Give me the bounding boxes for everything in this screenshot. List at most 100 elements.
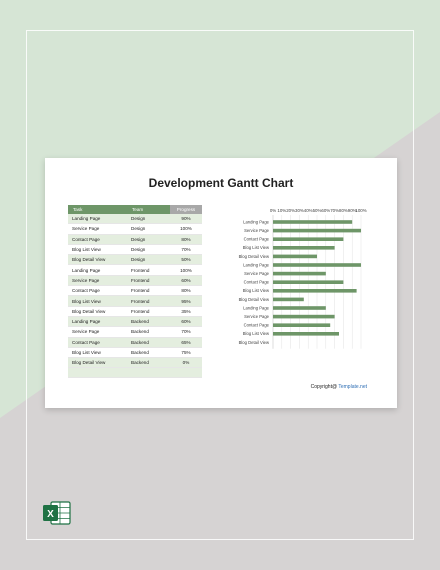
progress-bar: [273, 297, 304, 302]
progress-bar: [273, 306, 326, 310]
cell-task: Contact Page: [68, 285, 127, 297]
cell-progress: 90%: [170, 214, 202, 225]
cell-progress: 0%: [170, 357, 202, 369]
table-row: Blog Detail View Frontend 35%: [68, 306, 202, 317]
x-tick-label: 10%: [277, 208, 286, 213]
cell-task: Blog Detail View: [68, 306, 127, 317]
table-row: Contact Page Backend 65%: [68, 337, 202, 348]
cell-progress: 75%: [170, 347, 202, 359]
cell-progress: 70%: [170, 244, 202, 256]
cell-team: Frontend: [127, 275, 170, 287]
table-row: Blog Detail View Backend 0%: [68, 357, 202, 369]
x-tick-label: 80%: [339, 208, 348, 213]
y-category-label: Blog List View: [243, 288, 270, 293]
y-category-label: Blog List View: [243, 331, 270, 336]
progress-bar: [273, 314, 335, 319]
cell-team: Frontend: [127, 295, 170, 307]
progress-bar: [273, 323, 331, 327]
y-category-label: Landing Page: [243, 305, 270, 310]
cell-task: Blog List View: [68, 347, 127, 359]
progress-bar: [273, 228, 361, 233]
header-team: Team: [127, 205, 170, 214]
cell-team: Design: [127, 254, 170, 266]
cell-task: Landing Page: [68, 264, 127, 276]
spreadsheet-preview: Development Gantt Chart Task Team Progre…: [45, 158, 397, 408]
y-category-label: Contact Page: [244, 280, 270, 285]
progress-bar: [273, 220, 353, 224]
cell-progress: 100%: [170, 264, 202, 276]
cell-progress: 80%: [170, 285, 202, 297]
cell-progress: 60%: [170, 275, 202, 287]
cell-task: Service Page: [68, 275, 127, 287]
copyright-footer: Copyright@ Template.net: [311, 384, 367, 390]
table-row: Service Page Backend 70%: [68, 326, 202, 338]
cell-progress: 80%: [170, 234, 202, 245]
cell-task: Service Page: [68, 223, 127, 235]
progress-bar: [273, 254, 317, 259]
cell-team: Frontend: [127, 306, 170, 317]
table-row-empty: [68, 367, 202, 379]
cell-task: Service Page: [68, 326, 127, 338]
cell-team: Backend: [127, 316, 170, 328]
excel-badge: [43, 505, 58, 521]
x-tick-label: 70%: [330, 208, 339, 213]
cell-team: Backend: [127, 337, 170, 348]
y-category-label: Blog List View: [243, 245, 270, 250]
progress-bar: [273, 237, 344, 241]
cell-team: Frontend: [127, 285, 170, 297]
y-category-label: Blog Detail View: [239, 297, 270, 302]
x-tick-label: 20%: [286, 208, 295, 213]
cell-team: Design: [127, 214, 170, 225]
table-row: Landing Page Frontend 100%: [68, 264, 202, 276]
table-row: Blog List View Backend 75%: [68, 347, 202, 359]
cell-task: Blog List View: [68, 295, 127, 307]
y-category-label: Service Page: [244, 271, 270, 276]
cell-team: Design: [127, 234, 170, 245]
cell-team: Frontend: [127, 264, 170, 276]
table-header-row: Task Team Progress: [68, 205, 202, 214]
cell-task: Blog List View: [68, 244, 127, 256]
y-category-label: Service Page: [244, 228, 270, 233]
x-tick-label: 50%: [313, 208, 322, 213]
cell-team: Design: [127, 223, 170, 235]
y-category-label: Landing Page: [243, 262, 270, 267]
excel-icon: X: [43, 501, 71, 525]
header-progress: Progress: [170, 205, 202, 214]
page-title: Development Gantt Chart: [148, 176, 294, 190]
cell-task: Blog Detail View: [68, 254, 127, 266]
cell-progress: 60%: [170, 316, 202, 328]
y-category-label: Blog Detail View: [239, 254, 270, 259]
cell-team: Backend: [127, 357, 170, 369]
cell-empty: [170, 367, 202, 379]
x-tick-label: 100%: [355, 208, 366, 213]
cell-empty: [68, 367, 127, 379]
progress-bar: [273, 246, 335, 250]
table-row: Blog List View Design 70%: [68, 244, 202, 256]
y-category-label: Landing Page: [243, 219, 270, 224]
progress-bar: [273, 332, 339, 336]
table-row: Landing Page Design 90%: [68, 214, 202, 225]
cell-task: Contact Page: [68, 234, 127, 245]
brand-link[interactable]: Template.net: [338, 384, 367, 390]
table-row: Contact Page Design 80%: [68, 234, 202, 245]
task-table: Task Team Progress Landing Page Design 90%…: [68, 205, 202, 379]
decorative-frame: [26, 30, 414, 540]
gantt-chart: 0% 10% 20% 30% 40% 50% 60% 70% 80% 90%100% Landing…: [239, 208, 367, 349]
x-tick-label: 30%: [295, 208, 304, 213]
progress-bar: [273, 263, 361, 267]
cell-progress: 100%: [170, 223, 202, 235]
y-category-label: Contact Page: [244, 237, 270, 242]
excel-letter: X: [47, 509, 54, 520]
progress-bar: [273, 271, 326, 276]
table-row: Service Page Frontend 60%: [68, 275, 202, 287]
table-row: Landing Page Backend 60%: [68, 316, 202, 328]
cell-team: Design: [127, 244, 170, 256]
cell-empty: [127, 367, 170, 379]
y-category-label: Service Page: [244, 314, 270, 319]
table-row: Service Page Design 100%: [68, 223, 202, 235]
y-category-label: Blog Detail View: [239, 340, 270, 345]
cell-team: Backend: [127, 326, 170, 338]
x-tick-label: 60%: [321, 208, 330, 213]
progress-bar: [273, 289, 357, 293]
cell-task: Contact Page: [68, 337, 127, 348]
